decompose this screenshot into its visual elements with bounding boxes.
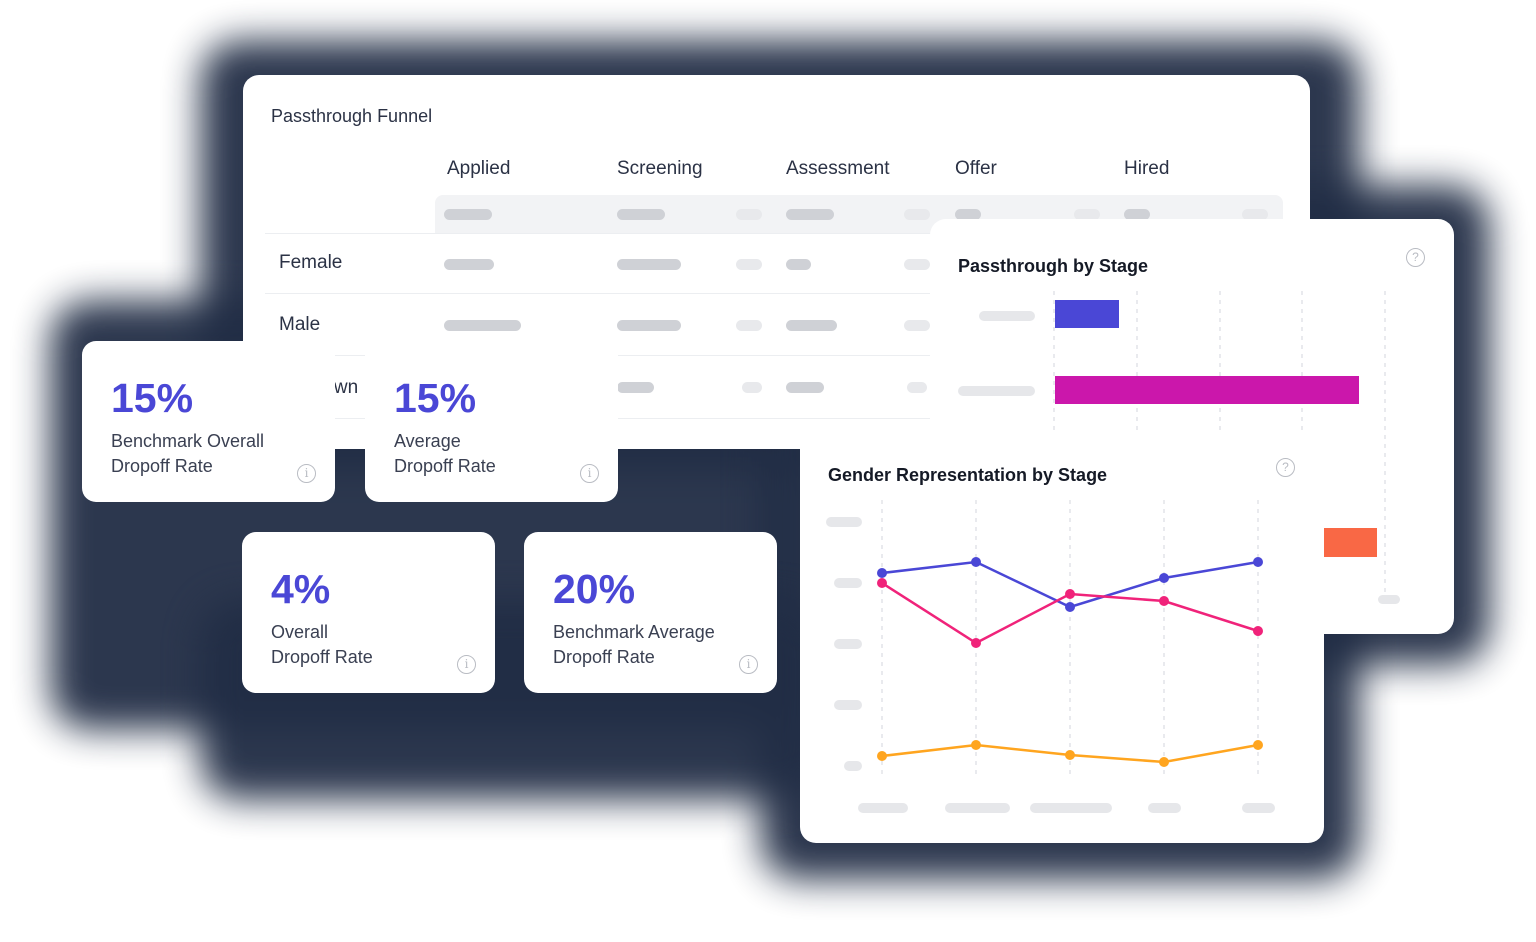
column-header-offer: Offer: [955, 158, 997, 179]
skeleton-pill: [1242, 209, 1268, 220]
skeleton-pill: [904, 320, 930, 331]
column-header-screening: Screening: [617, 158, 703, 179]
skeleton-pill: [617, 209, 665, 220]
skeleton-pill: [444, 209, 492, 220]
divider: [265, 293, 1285, 294]
skeleton-pill: [1074, 209, 1100, 220]
skeleton-pill: [742, 382, 762, 393]
stat-card-benchmark-overall-dropoff: 15% Benchmark Overall Dropoff Rate i: [82, 341, 335, 502]
skeleton-pill: [617, 382, 654, 393]
gender-representation-by-stage-card: Gender Representation by Stage ?: [800, 430, 1324, 843]
skeleton-pill: [907, 382, 927, 393]
skeleton-pill: [955, 209, 981, 220]
help-icon[interactable]: ?: [1406, 248, 1425, 267]
row-label-female: Female: [279, 252, 343, 273]
card-title: Passthrough Funnel: [271, 106, 433, 126]
skeleton-pill: [444, 320, 521, 331]
skeleton-pill: [1124, 209, 1150, 220]
info-icon[interactable]: i: [457, 655, 476, 674]
stat-value: 4%: [271, 566, 331, 612]
skeleton-pill: [786, 320, 837, 331]
column-header-assessment: Assessment: [786, 158, 890, 179]
skeleton-pill: [617, 320, 681, 331]
stat-label: Average Dropoff Rate: [394, 431, 496, 476]
stat-value: 15%: [111, 375, 194, 421]
card-title: Gender Representation by Stage: [828, 465, 1108, 485]
skeleton-pill: [736, 320, 762, 331]
skeleton-pill: [736, 259, 762, 270]
column-header-applied: Applied: [447, 158, 511, 179]
stat-value: 15%: [394, 375, 477, 421]
skeleton-pill: [617, 259, 681, 270]
card-title: Passthrough by Stage: [958, 256, 1149, 276]
row-label-male: Male: [279, 314, 321, 335]
skeleton-pill: [736, 209, 762, 220]
divider: [265, 355, 1285, 356]
skeleton-pill: [904, 259, 930, 270]
skeleton-pill: [904, 209, 930, 220]
help-icon[interactable]: ?: [1276, 458, 1295, 477]
skeleton-pill: [444, 259, 494, 270]
info-icon[interactable]: i: [580, 464, 599, 483]
stat-card-overall-dropoff: 4% Overall Dropoff Rate i: [242, 532, 495, 693]
skeleton-pill: [786, 209, 834, 220]
stat-label: Benchmark Overall Dropoff Rate: [111, 431, 265, 476]
column-header-hired: Hired: [1124, 158, 1170, 179]
divider: [265, 233, 1285, 234]
stat-label: Benchmark Average Dropoff Rate: [553, 622, 715, 667]
stat-value: 20%: [553, 566, 636, 612]
stat-card-average-dropoff: 15% Average Dropoff Rate i: [365, 341, 618, 502]
line-chart: [826, 500, 1275, 813]
info-icon[interactable]: i: [739, 655, 758, 674]
info-icon[interactable]: i: [297, 464, 316, 483]
stat-card-benchmark-average-dropoff: 20% Benchmark Average Dropoff Rate i: [524, 532, 777, 693]
stat-label: Overall Dropoff Rate: [271, 622, 373, 667]
divider: [265, 418, 1285, 419]
skeleton-pill: [786, 259, 811, 270]
skeleton-pill: [786, 382, 824, 393]
